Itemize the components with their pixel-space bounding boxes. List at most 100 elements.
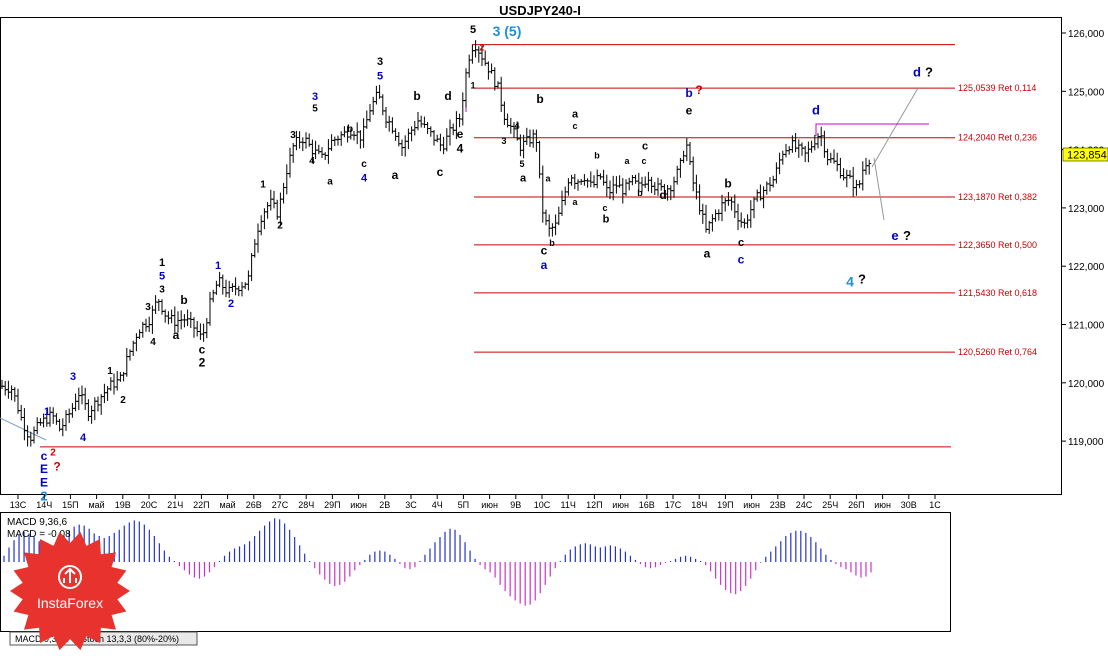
wave-label: c	[738, 237, 744, 249]
wave-label: e	[891, 228, 898, 243]
wave-label: b	[549, 238, 555, 248]
x-tick-label: 15П	[62, 500, 78, 510]
wave-label: d	[812, 103, 820, 118]
wave-label: c	[541, 244, 548, 258]
wave-label: c	[41, 449, 48, 463]
wave-label: b	[413, 89, 420, 103]
x-tick-label: 29П	[324, 500, 340, 510]
logo-starburst	[10, 531, 130, 651]
wave-label: c	[437, 165, 444, 179]
y-tick-label: 121,000	[1068, 321, 1105, 332]
trend-lines	[0, 87, 929, 441]
wave-label: 4	[309, 156, 315, 167]
x-tick-label: май	[88, 500, 104, 510]
fib-label: 125,0539 Ret 0,114	[958, 83, 1036, 93]
wave-label: b	[347, 124, 353, 135]
wave-label: a	[173, 328, 180, 342]
wave-label: 5	[377, 71, 383, 83]
wave-label: e	[686, 104, 693, 118]
fib-label: 122,3650 Ret 0,500	[958, 240, 1037, 250]
x-tick-label: июн	[612, 500, 629, 510]
wave-label: a	[327, 177, 333, 188]
wave-label: 4	[80, 432, 87, 444]
x-tick-label: 26В	[246, 500, 262, 510]
logo-mark-icon	[58, 565, 82, 589]
wave-label: ?	[925, 65, 933, 80]
wave-label: b	[603, 213, 610, 225]
y-tick-label: 120,000	[1068, 379, 1105, 390]
wave-label: 3	[290, 130, 296, 141]
wave-label: 1	[215, 260, 221, 272]
trend-line-lower	[873, 157, 885, 221]
wave-label: 5	[470, 24, 476, 36]
wave-label: a	[541, 258, 548, 272]
x-tick-label: 2В	[379, 500, 390, 510]
wave-label: b	[724, 176, 731, 190]
magenta-marker-d	[815, 123, 929, 136]
x-tick-label: 10С	[534, 500, 551, 510]
y-tick-label: 126,000	[1068, 29, 1105, 40]
y-tick-label: 122,000	[1068, 262, 1105, 273]
fib-label: 120,5260 Ret 0,764	[958, 347, 1037, 357]
wave-label: 1	[260, 179, 266, 190]
x-tick-label: май	[219, 500, 235, 510]
wave-label: a	[704, 246, 711, 260]
wave-label: c	[602, 203, 607, 213]
wave-label: E	[40, 462, 48, 476]
tab-stoch[interactable]: Stoch 13,3,3 (80%-20%)	[81, 634, 179, 644]
wave-label: a	[545, 174, 551, 184]
x-tick-label: июн	[743, 500, 760, 510]
y-tick-label: 123,000	[1068, 204, 1105, 215]
x-tick-label: 22П	[193, 500, 209, 510]
wave-label: 5	[312, 104, 318, 115]
fib-label: 123,1870 Ret 0,382	[958, 192, 1037, 202]
wave-label: 3 (5)	[493, 23, 522, 39]
x-tick-label: 28Ч	[298, 500, 314, 510]
wave-label: 3	[312, 91, 318, 103]
logo-text: InstaForex	[37, 595, 103, 611]
wave-label: 3	[70, 371, 76, 383]
macd-title: MACD 9,36,6	[7, 517, 67, 528]
macd-value: MACD = -0,08	[7, 529, 71, 540]
wave-label: c	[642, 141, 648, 153]
wave-label: 2	[228, 298, 234, 310]
wave-label: 2	[479, 42, 484, 52]
price-axis: 126,000125,000124,000123,000122,000121,0…	[1061, 29, 1105, 448]
instaforex-logo: InstaForex	[10, 531, 130, 651]
wave-label: d	[913, 65, 921, 80]
macd-plot-frame	[0, 512, 951, 632]
price-candles	[0, 40, 872, 447]
fib-levels: 125,0539 Ret 0,114 124,2040 Ret 0,236 123,…	[40, 44, 1037, 448]
x-tick-label: 18Ч	[691, 500, 707, 510]
wave-label: 1	[44, 406, 50, 418]
fib-label: 124,2040 Ret 0,236	[958, 133, 1037, 143]
x-tick-label: 23В	[770, 500, 786, 510]
x-tick-label: 26П	[848, 500, 864, 510]
wave-label: ?	[858, 272, 866, 287]
wave-label: a	[572, 109, 579, 121]
x-tick-label: 4Ч	[432, 500, 443, 510]
x-tick-label: июн	[481, 500, 498, 510]
wave-label: a	[624, 156, 630, 166]
wave-label: 4	[150, 337, 156, 348]
wave-label: a	[520, 173, 527, 185]
x-tick-label: 16В	[639, 500, 655, 510]
wave-labels: 3142cE?E21234153bac212123354bac435abcde4…	[40, 23, 933, 504]
x-tick-label: 5П	[458, 500, 469, 510]
wave-label: d	[659, 188, 666, 202]
wave-label: 2	[277, 220, 283, 231]
x-tick-label: июн	[874, 500, 891, 510]
wave-label: b	[685, 86, 692, 100]
x-tick-label: 12П	[586, 500, 602, 510]
x-tick-label: 20С	[141, 500, 158, 510]
y-tick-label: 119,000	[1068, 437, 1104, 448]
wave-label: 4	[846, 274, 854, 290]
wave-label: a	[572, 197, 578, 207]
wave-label: 1	[159, 257, 165, 269]
x-tick-label: 13С	[10, 500, 27, 510]
indicator-tabs: MACD 9,36,6 Stoch 13,3,3 (80%-20%)	[9, 631, 198, 646]
wave-label: b	[536, 92, 543, 106]
wave-label: 3	[145, 302, 151, 313]
wave-label: b	[637, 188, 643, 198]
x-tick-label: 3С	[405, 500, 417, 510]
